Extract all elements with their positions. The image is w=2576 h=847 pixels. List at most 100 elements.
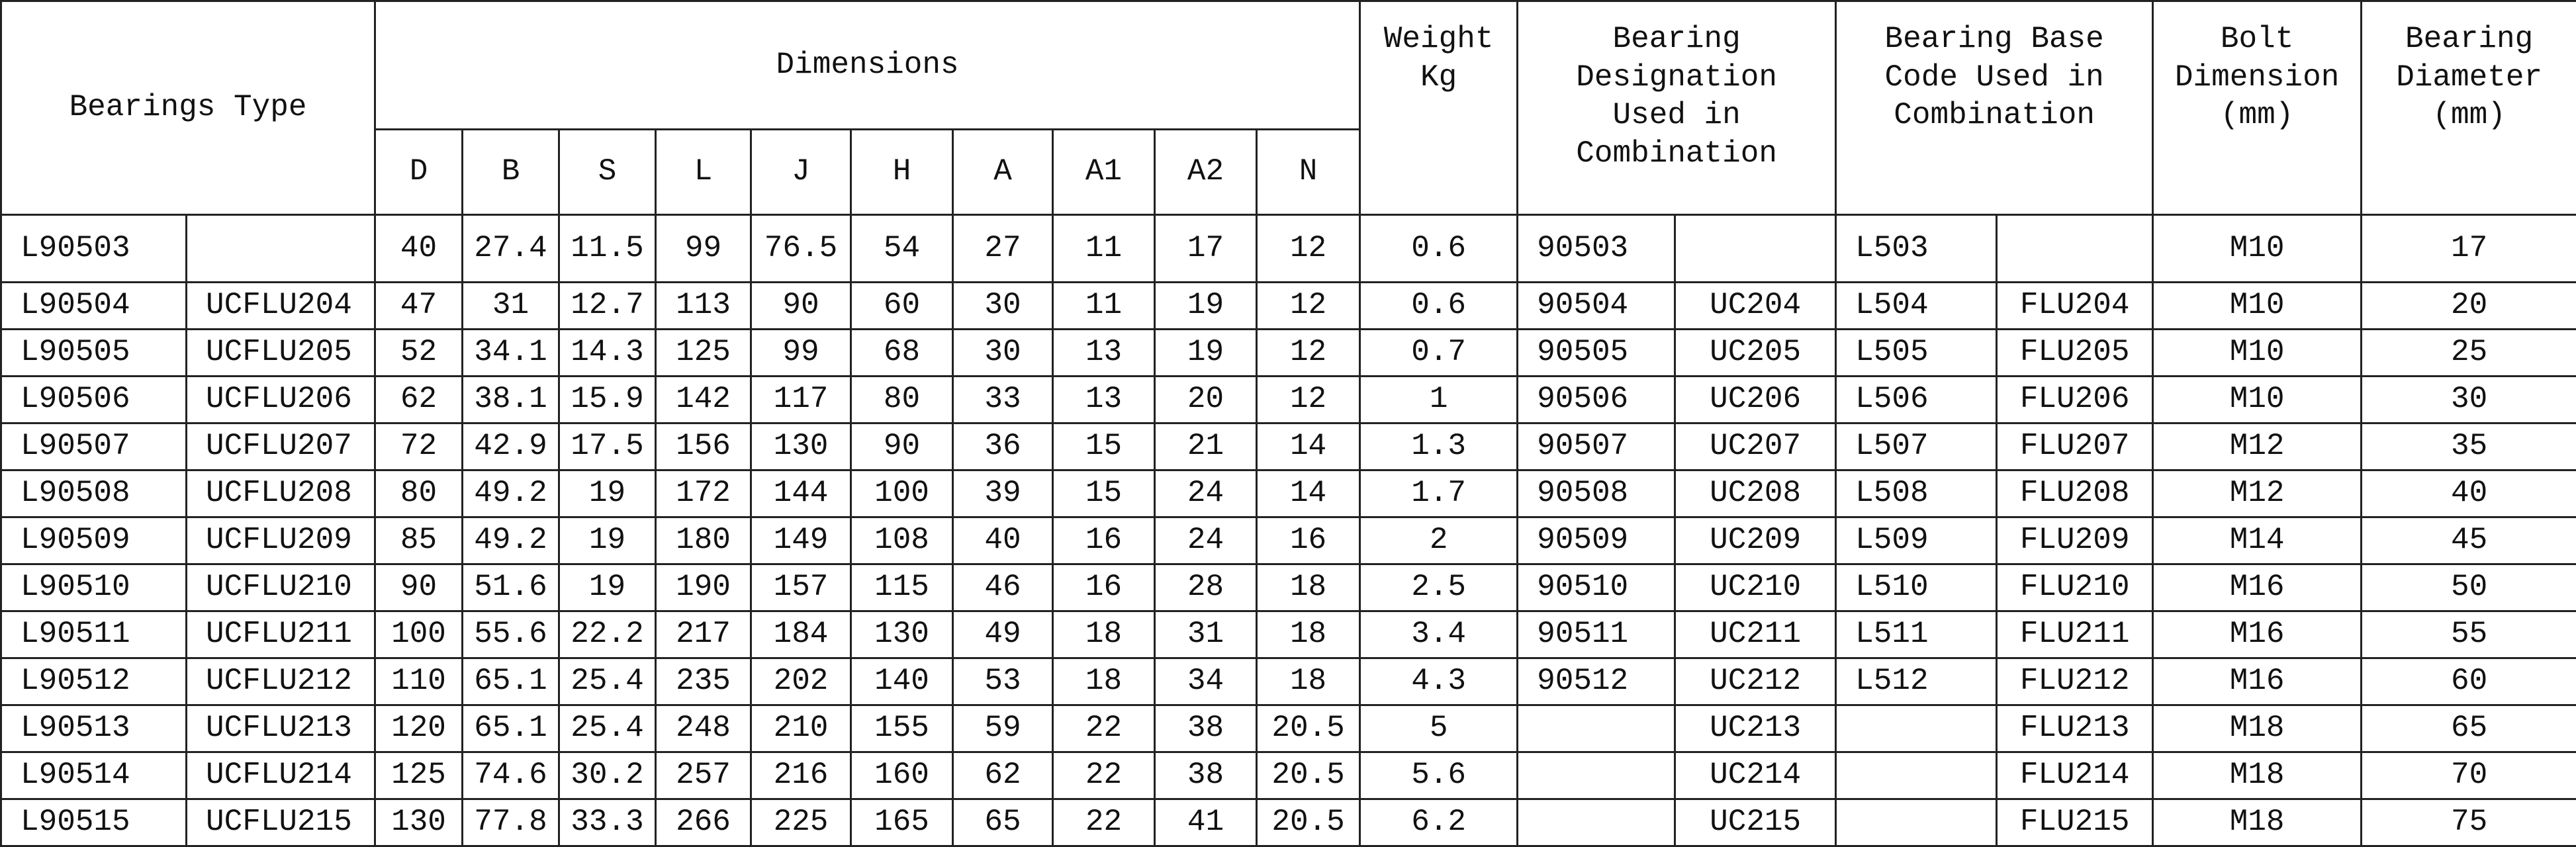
table-cell: UCFLU211 <box>187 611 375 658</box>
table-cell: 22 <box>1053 799 1155 846</box>
table-cell: 90512 <box>1518 658 1675 705</box>
table-cell: 60 <box>2362 658 2576 705</box>
table-cell: L506 <box>1836 377 1997 424</box>
table-cell: L90505 <box>1 330 187 377</box>
table-cell: 77.8 <box>463 799 559 846</box>
table-cell: 257 <box>656 752 751 799</box>
table-cell: 65.1 <box>463 658 559 705</box>
table-cell <box>1836 799 1997 846</box>
table-cell: 18 <box>1257 658 1360 705</box>
table-cell: 38.1 <box>463 377 559 424</box>
table-cell: 210 <box>751 705 851 752</box>
table-cell: 90510 <box>1518 564 1675 611</box>
table-cell: 19 <box>1155 283 1257 330</box>
header-cell: S <box>559 130 656 215</box>
header-cell: Dimensions <box>375 1 1360 130</box>
table-cell: 130 <box>751 424 851 470</box>
table-cell: UC209 <box>1675 517 1836 564</box>
table-cell: 60 <box>851 283 953 330</box>
table-cell <box>1836 752 1997 799</box>
table-cell: 90506 <box>1518 377 1675 424</box>
table-cell: 50 <box>2362 564 2576 611</box>
table-cell: 144 <box>751 470 851 517</box>
table-cell: 130 <box>851 611 953 658</box>
table-cell: 68 <box>851 330 953 377</box>
table-cell: FLU213 <box>1997 705 2153 752</box>
table-cell: 20 <box>2362 283 2576 330</box>
table-cell: UC214 <box>1675 752 1836 799</box>
table-cell: 14 <box>1257 470 1360 517</box>
table-cell: 1.3 <box>1360 424 1518 470</box>
table-cell: UC213 <box>1675 705 1836 752</box>
table-cell: 0.6 <box>1360 283 1518 330</box>
table-cell: 266 <box>656 799 751 846</box>
table-cell: L90509 <box>1 517 187 564</box>
table-cell: 27 <box>953 215 1053 283</box>
table-cell: 16 <box>1053 517 1155 564</box>
table-cell: 12 <box>1257 215 1360 283</box>
table-cell: 4.3 <box>1360 658 1518 705</box>
table-cell: 34 <box>1155 658 1257 705</box>
table-cell: UCFLU206 <box>187 377 375 424</box>
table-cell: 115 <box>851 564 953 611</box>
table-cell: FLU208 <box>1997 470 2153 517</box>
table-cell: 120 <box>375 705 463 752</box>
table-cell: 142 <box>656 377 751 424</box>
table-cell: 45 <box>2362 517 2576 564</box>
table-cell: 225 <box>751 799 851 846</box>
table-cell: 34.1 <box>463 330 559 377</box>
table-cell: 20.5 <box>1257 752 1360 799</box>
table-cell: 49.2 <box>463 517 559 564</box>
table-cell: UC211 <box>1675 611 1836 658</box>
table-cell: 17 <box>1155 215 1257 283</box>
table-cell: 62 <box>375 377 463 424</box>
table-cell: 1 <box>1360 377 1518 424</box>
table-cell: UC205 <box>1675 330 1836 377</box>
table-cell: 90509 <box>1518 517 1675 564</box>
table-cell: UCFLU208 <box>187 470 375 517</box>
header-cell: J <box>751 130 851 215</box>
table-cell: 18 <box>1053 658 1155 705</box>
header-cell: A <box>953 130 1053 215</box>
table-cell: M18 <box>2153 799 2362 846</box>
table-cell: 38 <box>1155 705 1257 752</box>
table-cell <box>1836 705 1997 752</box>
table-cell: 28 <box>1155 564 1257 611</box>
table-cell <box>1518 799 1675 846</box>
table-cell: FLU209 <box>1997 517 2153 564</box>
table-cell: 25 <box>2362 330 2576 377</box>
table-cell: 85 <box>375 517 463 564</box>
table-cell: L90503 <box>1 215 187 283</box>
table-cell: L90506 <box>1 377 187 424</box>
table-cell: 31 <box>463 283 559 330</box>
table-cell: 13 <box>1053 330 1155 377</box>
table-cell: M10 <box>2153 283 2362 330</box>
table-cell: 130 <box>375 799 463 846</box>
table-cell: L511 <box>1836 611 1997 658</box>
table-cell: 3.4 <box>1360 611 1518 658</box>
table-cell: 30 <box>953 330 1053 377</box>
table-cell: 0.7 <box>1360 330 1518 377</box>
table-cell: 11 <box>1053 283 1155 330</box>
table-cell: 35 <box>2362 424 2576 470</box>
table-cell: 41 <box>1155 799 1257 846</box>
table-cell: 90505 <box>1518 330 1675 377</box>
table-cell: FLU215 <box>1997 799 2153 846</box>
table-cell: 14.3 <box>559 330 656 377</box>
table-cell: FLU204 <box>1997 283 2153 330</box>
table-cell: UCFLU210 <box>187 564 375 611</box>
table-cell: 55 <box>2362 611 2576 658</box>
header-row: Bearings Type Dimensions Weight Kg Beari… <box>1 1 2576 130</box>
table-cell: 19 <box>559 517 656 564</box>
